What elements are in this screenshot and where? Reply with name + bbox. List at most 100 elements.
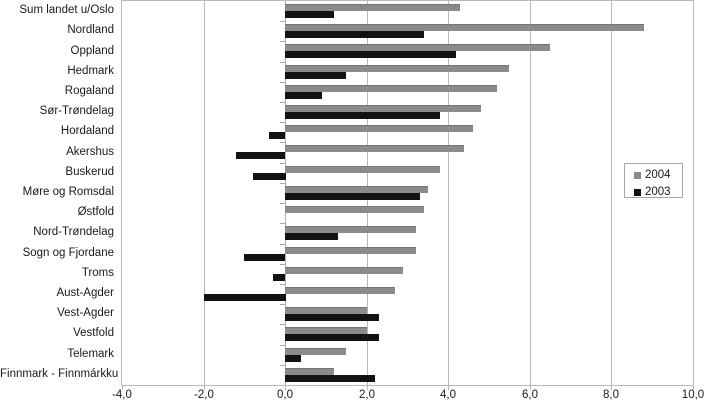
x-axis-tick: [611, 386, 612, 390]
bar-2004: [285, 368, 334, 375]
bar-2004: [285, 186, 428, 193]
category-tick: [280, 284, 285, 285]
gridline: [611, 1, 612, 385]
x-axis-label: -4,0: [112, 389, 132, 401]
category-label: Sør-Trøndelag: [39, 105, 114, 117]
plot-area: [121, 0, 694, 386]
bar-2004: [285, 287, 395, 294]
category-tick: [280, 304, 285, 305]
category-tick: [280, 365, 285, 366]
x-axis-label: 10,0: [681, 389, 704, 401]
category-label: Sogn og Fjordane: [22, 247, 114, 259]
bar-2004: [285, 307, 367, 314]
category-label: Hordaland: [60, 125, 114, 137]
x-axis-tick: [448, 386, 449, 390]
bar-2004: [285, 44, 550, 51]
category-tick: [280, 324, 285, 325]
x-axis-label: 8,0: [603, 389, 619, 401]
x-axis-tick: [693, 386, 694, 390]
x-axis-label: -2,0: [194, 389, 214, 401]
bar-2004: [285, 327, 367, 334]
category-label: Aust-Agder: [56, 287, 114, 299]
category-label: Vestfold: [73, 327, 114, 339]
bar-2004: [285, 24, 644, 31]
category-label: Nordland: [67, 24, 114, 36]
legend-label-2003: 2003: [645, 186, 671, 198]
category-label: Østfold: [77, 206, 114, 218]
bar-2003: [285, 51, 456, 58]
bar-2003: [285, 31, 424, 38]
category-tick: [280, 163, 285, 164]
category-tick: [280, 21, 285, 22]
category-tick: [280, 62, 285, 63]
bar-2003: [285, 193, 420, 200]
x-axis-tick: [367, 386, 368, 390]
category-tick: [280, 142, 285, 143]
bar-2003: [253, 173, 286, 180]
gridline: [204, 1, 205, 385]
bar-2004: [285, 145, 464, 152]
bar-2004: [285, 4, 460, 11]
bar-2003: [285, 375, 375, 382]
bar-2004: [285, 226, 416, 233]
bar-2003: [244, 254, 285, 261]
x-axis-label: 0,0: [277, 389, 293, 401]
category-tick: [280, 183, 285, 184]
x-axis-label: 4,0: [440, 389, 456, 401]
bar-2004: [285, 125, 473, 132]
bar-2004: [285, 247, 416, 254]
category-tick: [280, 345, 285, 346]
gridline: [448, 1, 449, 385]
category-label: Vest-Agder: [57, 307, 114, 319]
x-axis-tick: [285, 386, 286, 390]
bar-2003: [285, 314, 379, 321]
bar-2003: [285, 334, 379, 341]
legend-swatch-2003-icon: [634, 188, 641, 196]
bar-2004: [285, 348, 346, 355]
bar-2004: [285, 105, 481, 112]
category-tick: [280, 102, 285, 103]
category-tick: [280, 203, 285, 204]
bar-2003: [285, 72, 346, 79]
category-tick: [280, 223, 285, 224]
category-label: Møre og Romsdal: [22, 186, 114, 198]
x-axis-label: 6,0: [522, 389, 538, 401]
category-tick: [280, 244, 285, 245]
category-tick: [280, 122, 285, 123]
category-label: Akershus: [66, 146, 114, 158]
x-axis-label: 2,0: [359, 389, 375, 401]
bar-2003: [285, 11, 334, 18]
category-label: Telemark: [67, 348, 114, 360]
bar-2004: [285, 85, 497, 92]
category-tick: [280, 82, 285, 83]
bar-2003: [204, 294, 286, 301]
legend-swatch-2004-icon: [634, 171, 641, 179]
bar-2003: [285, 233, 338, 240]
bar-2004: [285, 65, 509, 72]
legend-item-2004: 2004: [634, 168, 682, 182]
category-label: Nord-Trøndelag: [33, 226, 114, 238]
category-label: Oppland: [70, 45, 114, 57]
bar-2003: [269, 132, 285, 139]
bar-2003: [273, 274, 285, 281]
category-tick: [280, 264, 285, 265]
category-label: Buskerud: [65, 166, 114, 178]
legend-item-2003: 2003: [634, 185, 682, 199]
bar-2003: [285, 92, 322, 99]
gridline: [530, 1, 531, 385]
category-label: Hedmark: [67, 65, 114, 77]
legend-label-2004: 2004: [645, 169, 671, 181]
bar-2003: [285, 112, 440, 119]
category-label: Rogaland: [64, 85, 114, 97]
bar-2004: [285, 206, 424, 213]
category-label: Sum landet u/Oslo: [19, 4, 114, 16]
x-axis-tick: [530, 386, 531, 390]
bar-2004: [285, 166, 440, 173]
bar-2003: [236, 152, 285, 159]
x-axis-tick: [122, 386, 123, 390]
legend: 2004 2003: [624, 163, 683, 198]
category-label: Troms: [81, 267, 114, 279]
x-axis-tick: [204, 386, 205, 390]
bar-2003: [285, 355, 301, 362]
